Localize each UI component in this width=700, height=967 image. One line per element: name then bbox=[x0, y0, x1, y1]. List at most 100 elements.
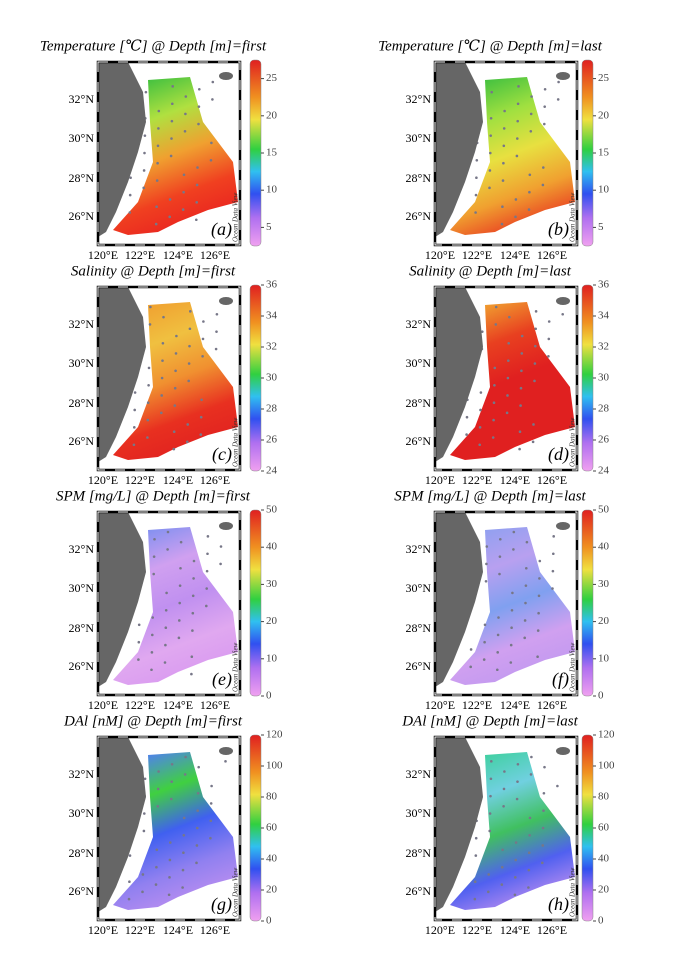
station bbox=[530, 755, 533, 759]
station bbox=[199, 415, 203, 419]
station bbox=[507, 341, 511, 345]
station bbox=[195, 201, 198, 204]
lat-label: 30°N bbox=[69, 131, 95, 145]
lat-label: 30°N bbox=[69, 806, 95, 820]
colorbar-tick-label: 120 bbox=[598, 729, 615, 741]
lon-label: 122°E bbox=[462, 923, 492, 937]
station bbox=[164, 626, 168, 629]
station bbox=[175, 334, 178, 338]
station bbox=[509, 661, 513, 664]
lon-label: 122°E bbox=[125, 248, 155, 262]
station bbox=[184, 95, 188, 98]
station bbox=[196, 809, 199, 812]
watermark: Ocean Data View bbox=[232, 192, 240, 242]
station bbox=[152, 555, 156, 558]
station bbox=[189, 310, 192, 313]
lon-label: 126°E bbox=[537, 698, 567, 712]
station bbox=[556, 784, 559, 788]
island bbox=[219, 522, 233, 530]
station bbox=[178, 619, 181, 622]
station bbox=[182, 190, 185, 194]
station bbox=[479, 408, 482, 412]
station bbox=[561, 312, 564, 316]
lat-label: 30°N bbox=[406, 806, 432, 820]
station bbox=[538, 577, 541, 580]
station bbox=[147, 384, 150, 387]
land bbox=[435, 737, 483, 912]
station bbox=[531, 440, 535, 444]
colorbar-tick-label: 60 bbox=[598, 822, 610, 834]
lat-label: 30°N bbox=[406, 581, 432, 595]
station bbox=[166, 530, 170, 534]
panel-label: (g) bbox=[211, 894, 232, 915]
station bbox=[552, 535, 555, 538]
station bbox=[209, 802, 213, 805]
lon-label: 124°E bbox=[163, 698, 193, 712]
station bbox=[156, 144, 160, 148]
station bbox=[168, 215, 171, 219]
lat-label: 32°N bbox=[406, 767, 432, 781]
station bbox=[520, 334, 524, 338]
panel-label: (c) bbox=[212, 444, 232, 465]
station bbox=[157, 109, 161, 113]
station bbox=[527, 886, 530, 889]
lat-label: 30°N bbox=[69, 581, 95, 595]
station bbox=[474, 211, 477, 214]
colorbar-tick-label: 30 bbox=[266, 372, 278, 384]
station bbox=[215, 312, 219, 316]
station bbox=[529, 130, 533, 133]
station bbox=[150, 668, 153, 672]
panel-label: (h) bbox=[548, 894, 569, 915]
station bbox=[498, 572, 501, 576]
station bbox=[170, 797, 173, 801]
colorbar-tick-label: 34 bbox=[266, 310, 278, 322]
panel-label: (b) bbox=[548, 219, 569, 240]
station bbox=[151, 633, 154, 637]
station bbox=[519, 404, 522, 407]
station bbox=[512, 530, 516, 534]
colorbar-tick-label: 26 bbox=[598, 434, 610, 446]
lon-label: 120°E bbox=[425, 923, 455, 937]
station bbox=[137, 658, 140, 661]
lon-label: 126°E bbox=[537, 923, 567, 937]
lon-label: 126°E bbox=[537, 248, 567, 262]
station bbox=[178, 601, 181, 605]
island bbox=[219, 747, 233, 755]
station bbox=[174, 369, 177, 373]
station bbox=[170, 780, 173, 783]
station bbox=[192, 559, 196, 563]
lon-label: 120°E bbox=[88, 473, 118, 487]
station bbox=[153, 537, 156, 541]
station bbox=[547, 337, 551, 341]
station bbox=[512, 548, 515, 551]
lon-label: 122°E bbox=[125, 923, 155, 937]
station bbox=[536, 655, 539, 658]
station bbox=[514, 198, 518, 201]
island bbox=[556, 522, 570, 530]
lon-label: 126°E bbox=[200, 473, 230, 487]
station bbox=[478, 443, 482, 447]
station bbox=[496, 633, 500, 637]
station bbox=[170, 119, 174, 123]
lon-label: 126°E bbox=[200, 923, 230, 937]
station bbox=[184, 112, 187, 116]
station bbox=[132, 443, 136, 447]
colorbar bbox=[249, 59, 262, 247]
station bbox=[489, 151, 492, 155]
station bbox=[209, 836, 212, 840]
station bbox=[533, 379, 536, 383]
lon-label: 120°E bbox=[88, 248, 118, 262]
data-field bbox=[113, 77, 238, 235]
station bbox=[197, 122, 200, 126]
station bbox=[541, 826, 545, 830]
station bbox=[483, 623, 487, 627]
station bbox=[516, 119, 519, 123]
lat-label: 26°N bbox=[406, 884, 432, 898]
station bbox=[500, 222, 504, 226]
station bbox=[198, 87, 201, 91]
station bbox=[133, 426, 136, 429]
station bbox=[517, 85, 520, 88]
station bbox=[215, 330, 218, 333]
colorbar-tick-label: 0 bbox=[598, 915, 604, 927]
station bbox=[201, 337, 205, 341]
